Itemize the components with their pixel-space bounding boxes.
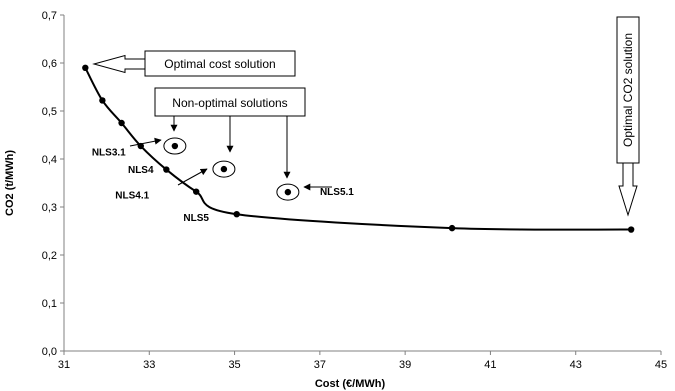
x-tick-label: 39 xyxy=(399,359,411,371)
non-optimal-point xyxy=(220,165,228,173)
y-tick-label: 0,5 xyxy=(42,106,57,118)
nls41-pointer-arrow xyxy=(177,168,208,186)
pareto-point xyxy=(448,224,456,232)
point-label: NLS4.1 xyxy=(115,190,149,201)
point-label: NLS5.1 xyxy=(320,187,354,198)
non-optimal-label: Non-optimal solutions xyxy=(172,96,287,110)
y-tick-label: 0,6 xyxy=(42,58,57,70)
pareto-point xyxy=(233,211,240,218)
y-axis-title: CO2 (t/MWh) xyxy=(4,150,16,216)
optimal-co2-label: Optimal CO2 solution xyxy=(621,33,635,147)
x-tick-label: 37 xyxy=(314,359,326,371)
x-tick-label: 45 xyxy=(655,359,667,371)
point-label: NLS4 xyxy=(128,165,154,176)
y-tick-label: 0,1 xyxy=(42,298,57,310)
point-label: NLS3.1 xyxy=(92,148,126,159)
x-tick-label: 43 xyxy=(570,359,582,371)
optimal-cost-box xyxy=(144,50,296,77)
nls31-pointer-arrow xyxy=(129,137,162,147)
y-tick-label: 0,2 xyxy=(42,250,57,262)
axes xyxy=(60,14,662,355)
x-tick-label: 35 xyxy=(228,359,240,371)
pareto-point xyxy=(163,166,170,173)
optimal-cost-hollow-arrow xyxy=(92,54,146,74)
pareto-point xyxy=(118,119,125,127)
non-optimal-box xyxy=(154,87,306,117)
y-tick-label: 0,7 xyxy=(42,10,57,22)
optimal-cost-callout: Optimal cost solution xyxy=(92,50,296,77)
point-label: NLS5 xyxy=(183,213,209,224)
pareto-point xyxy=(192,188,200,195)
non-optimal-point xyxy=(171,142,179,150)
pareto-point xyxy=(99,97,106,104)
tick-labels: 0,0 0,1 0,2 0,3 0,4 0,5 0,6 0,7 31 33 35 37 39 41 43 45 xyxy=(42,10,667,371)
x-tick-label: 41 xyxy=(484,359,496,371)
y-tick-label: 0,4 xyxy=(42,154,57,166)
y-tick-label: 0,3 xyxy=(42,202,57,214)
non-optimal-point xyxy=(284,188,292,196)
data-points xyxy=(82,64,635,233)
x-tick-label: 33 xyxy=(143,359,155,371)
optimal-co2-hollow-arrow xyxy=(618,162,638,217)
y-tick-label: 0,0 xyxy=(42,346,57,358)
non-optimal-callout: Non-optimal solutions xyxy=(154,87,306,179)
x-tick-label: 31 xyxy=(58,359,70,371)
pareto-point xyxy=(627,226,635,233)
x-axis-title: Cost (€/MWh) xyxy=(315,378,386,390)
optimal-cost-label: Optimal cost solution xyxy=(164,57,275,71)
pareto-point xyxy=(82,64,89,72)
optimal-co2-callout: Optimal CO2 solution xyxy=(616,16,640,217)
